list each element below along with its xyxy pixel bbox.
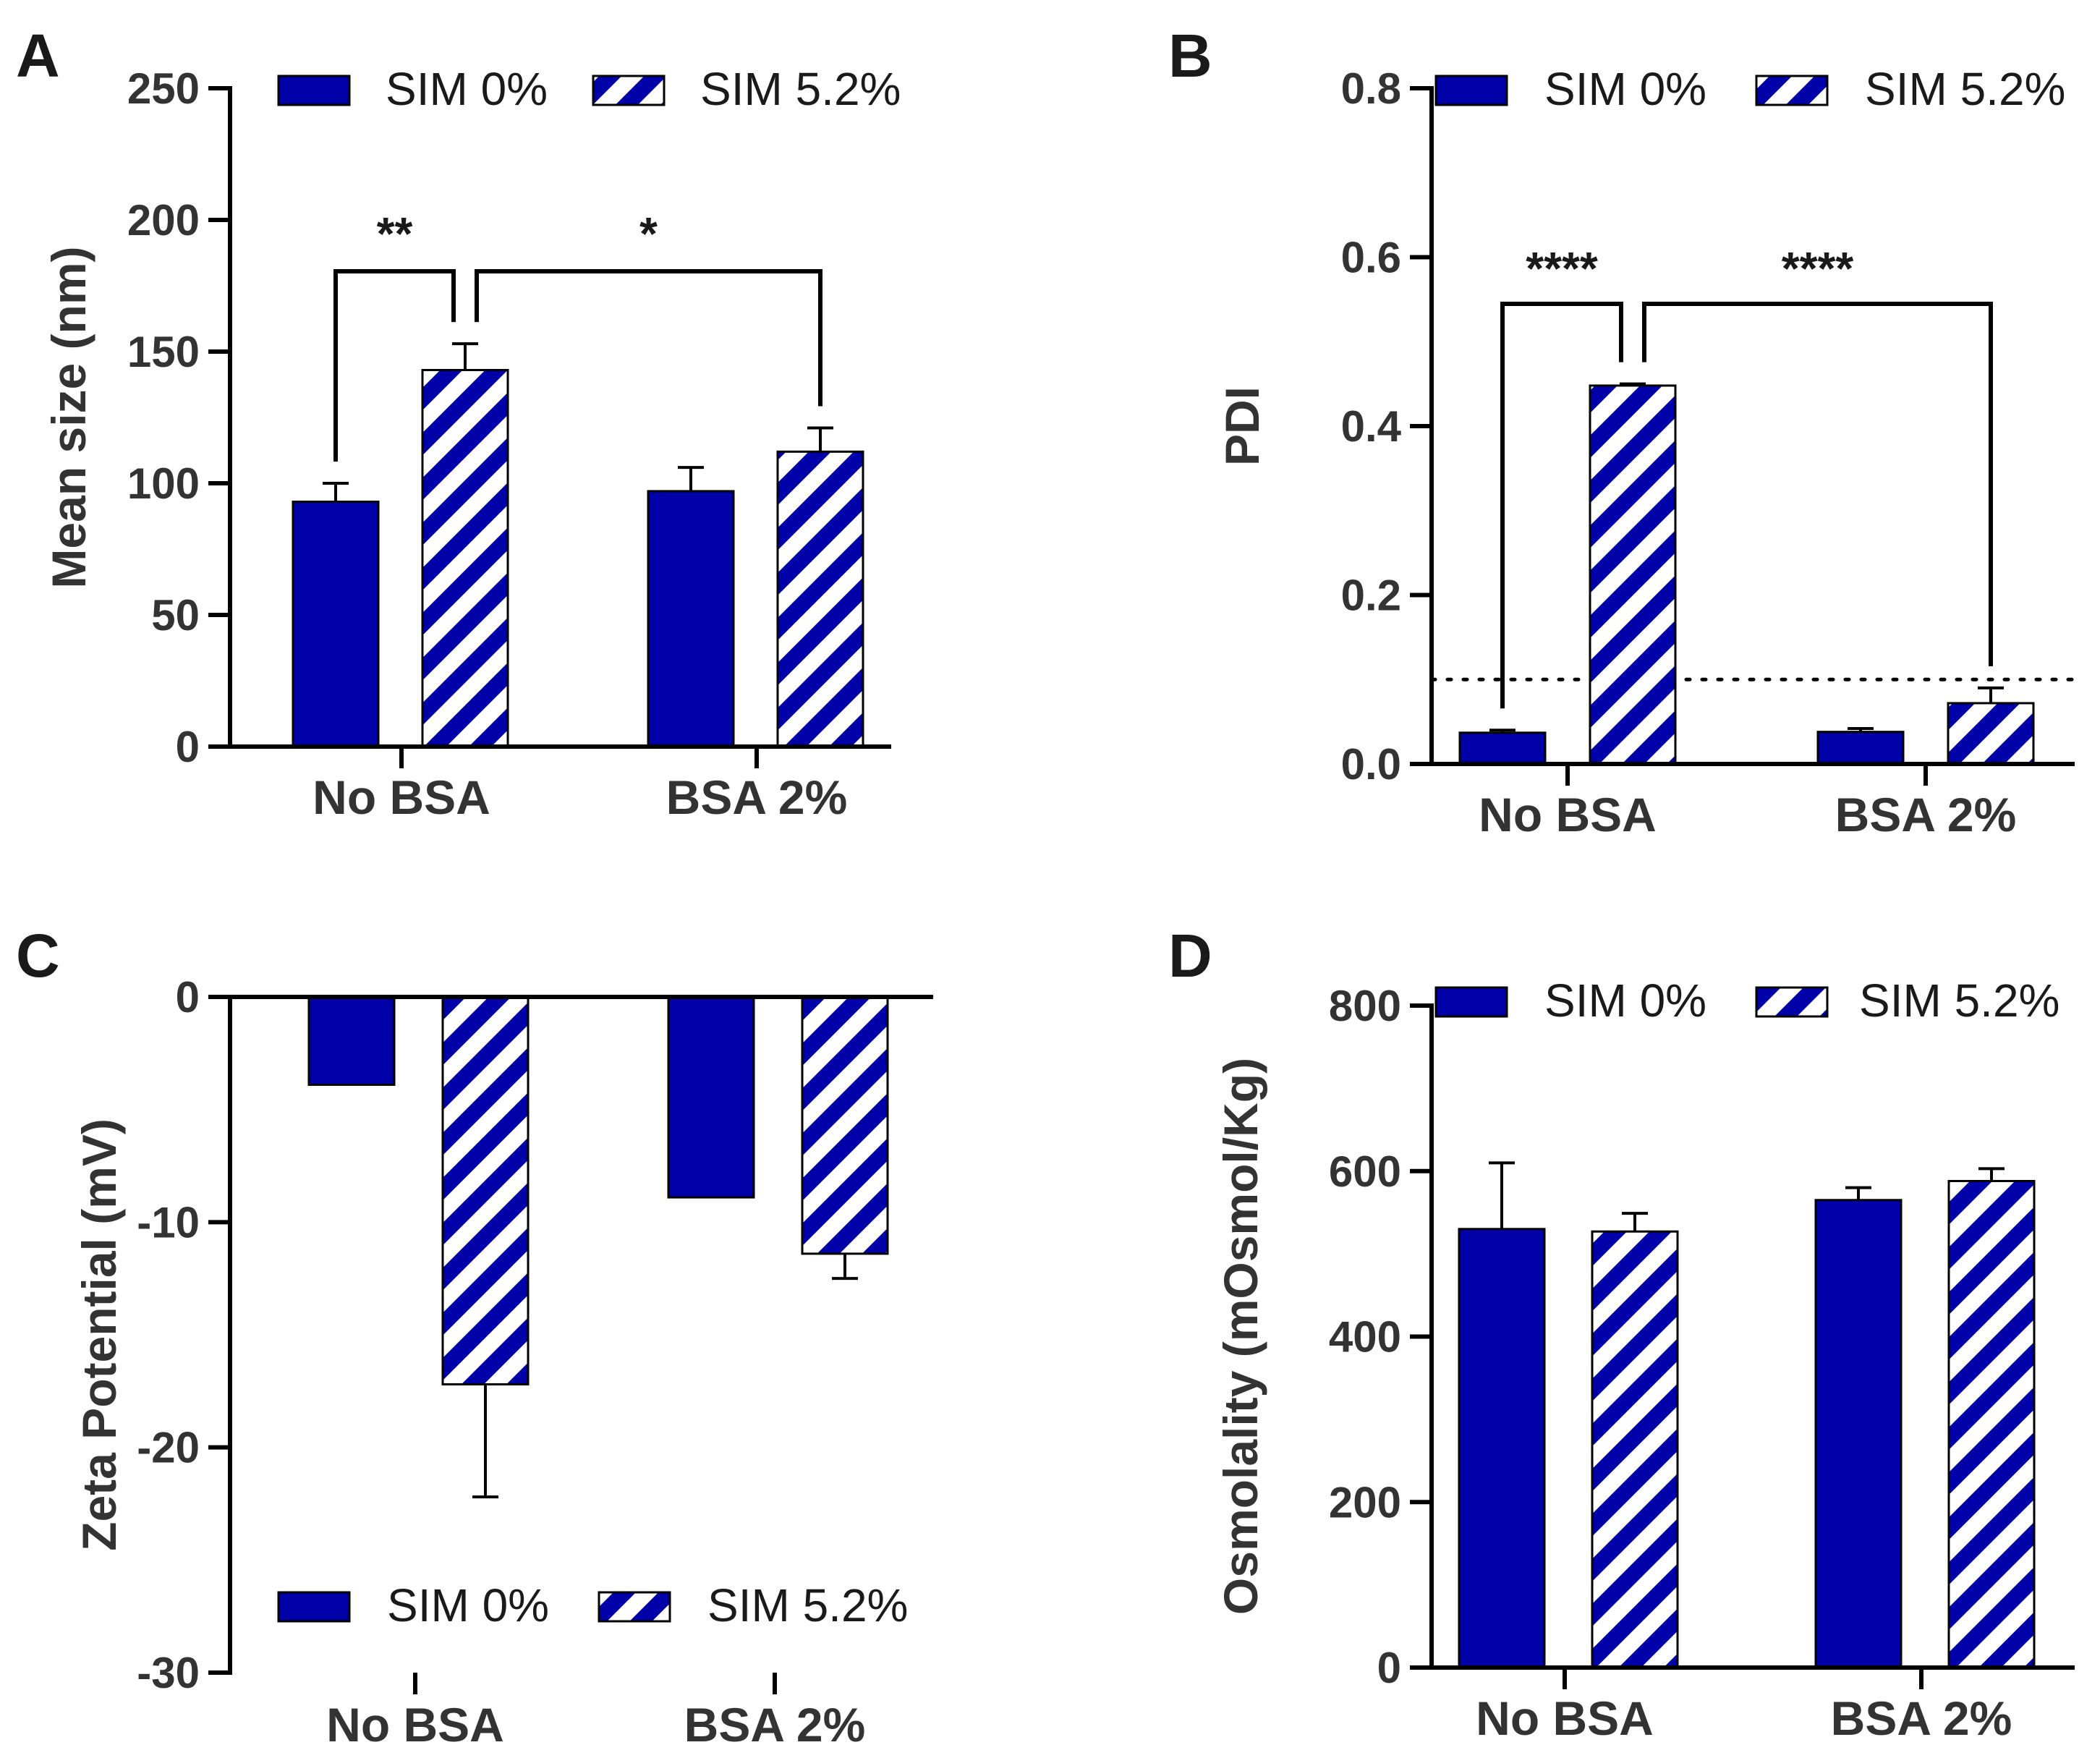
y-tick-label: 100	[127, 459, 200, 508]
y-tick-label: 250	[127, 64, 200, 113]
x-tick-label: BSA 2%	[684, 1698, 866, 1751]
y-tick-label: 0.8	[1341, 64, 1401, 113]
bar	[1458, 1228, 1546, 1669]
y-tick-label: 200	[1329, 1478, 1401, 1526]
y-tick-label: -30	[137, 1649, 200, 1697]
bar	[667, 995, 755, 1199]
y-tick-label: 150	[127, 328, 200, 376]
y-tick-label: 0.0	[1341, 740, 1401, 789]
panel-letter: A	[16, 22, 60, 90]
y-tick-label: -20	[137, 1424, 200, 1472]
legend-label: SIM 5.2%	[700, 63, 901, 115]
y-tick-label: 0.6	[1341, 234, 1401, 282]
y-axis-title: Zeta Potential (mV)	[72, 1118, 126, 1551]
significance-label: ****	[1782, 242, 1854, 294]
x-tick-label: BSA 2%	[1831, 1691, 2012, 1745]
x-tick-label: No BSA	[1479, 788, 1657, 841]
panel-letter: B	[1168, 22, 1212, 90]
panel-letter: D	[1168, 922, 1212, 990]
bar	[776, 450, 864, 748]
significance-label: *	[639, 208, 658, 260]
x-tick-label: No BSA	[1476, 1691, 1654, 1745]
bar	[292, 500, 380, 748]
y-tick-label: 50	[151, 591, 200, 640]
y-axis-title: Osmolality (mOsmol/Kg)	[1214, 1058, 1267, 1615]
y-tick-label: 0	[176, 723, 200, 771]
legend-swatch	[1755, 986, 1829, 1018]
significance-label: ****	[1526, 242, 1598, 294]
x-tick-label: No BSA	[326, 1698, 504, 1751]
y-tick-label: 0.2	[1341, 572, 1401, 620]
significance-bracket	[333, 269, 456, 462]
legend-swatch	[1434, 75, 1508, 106]
panel-letter: C	[16, 922, 60, 990]
legend-swatch	[598, 1591, 671, 1623]
significance-bracket	[475, 269, 822, 407]
legend-label: SIM 5.2%	[1859, 974, 2059, 1027]
panel-A: A 0 50 100 150 200 250 Mean size (nm) No BSA BSA …	[16, 22, 901, 824]
bar	[307, 995, 396, 1086]
panel-B: B 0.0 0.2 0.4 0.6 0.8 PDI No BSA BSA 2% SIM 0% SIM…	[1168, 22, 2077, 841]
significance-bracket	[1642, 302, 1993, 666]
legend-swatch	[1755, 75, 1829, 106]
legend-label: SIM 0%	[1544, 63, 1706, 115]
y-tick-label: 0	[176, 973, 200, 1022]
bar	[801, 995, 889, 1255]
bar	[1947, 1179, 2036, 1669]
bar	[1589, 384, 1677, 765]
x-tick-label: BSA 2%	[1835, 788, 2017, 841]
y-axis-title: Mean size (nm)	[42, 246, 95, 588]
chart-root: A 0 50 100 150 200 250 Mean size (nm) No BSA BSA …	[16, 22, 2077, 1751]
bar	[1947, 702, 2035, 765]
bar	[1814, 1199, 1903, 1669]
y-tick-label: -10	[137, 1198, 200, 1247]
y-tick-label: 0.4	[1341, 402, 1402, 451]
bar	[1816, 731, 1905, 765]
legend-swatch	[277, 1591, 351, 1623]
legend-label: SIM 5.2%	[707, 1579, 908, 1631]
legend-swatch	[1434, 986, 1508, 1018]
x-tick-label: No BSA	[313, 770, 490, 824]
y-tick-label: 600	[1329, 1147, 1401, 1196]
bar	[1591, 1230, 1679, 1669]
y-tick-label: 0	[1377, 1644, 1401, 1692]
y-tick-label: 800	[1329, 982, 1401, 1030]
bar	[421, 368, 509, 748]
panel-C: C -30 -20 -10 0 Zeta Potential (mV) No BSA BSA …	[16, 922, 933, 1751]
significance-label: **	[377, 208, 413, 260]
y-tick-label: 200	[127, 196, 200, 245]
significance-bracket	[1500, 302, 1623, 709]
legend-label: SIM 0%	[1544, 974, 1706, 1027]
y-axis-title: PDI	[1215, 386, 1269, 466]
bar	[647, 490, 735, 748]
legend-label: SIM 0%	[387, 1579, 549, 1631]
bar	[441, 995, 530, 1385]
bar	[1458, 731, 1547, 765]
panel-D: D 0 200 400 600 800 Osmolality (mOsmol/Kg) No B…	[1168, 922, 2075, 1745]
x-tick-label: BSA 2%	[666, 770, 848, 824]
legend-label: SIM 5.2%	[1865, 63, 2065, 115]
legend-label: SIM 0%	[386, 63, 548, 115]
legend-swatch	[592, 75, 666, 106]
y-tick-label: 400	[1329, 1313, 1401, 1362]
legend-swatch	[277, 75, 351, 106]
